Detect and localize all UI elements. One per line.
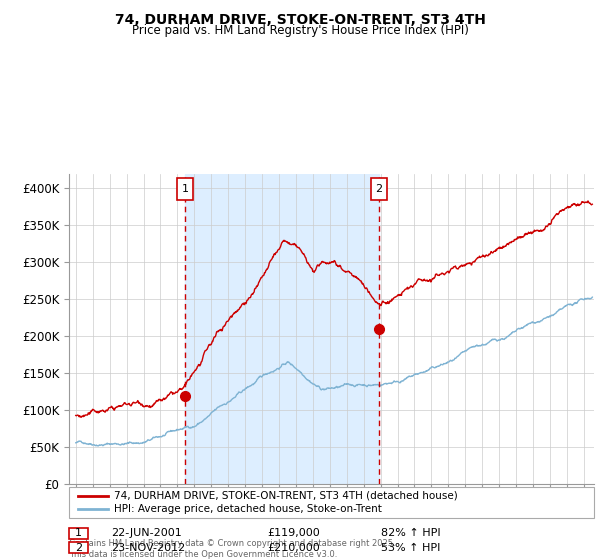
Text: 22-JUN-2001: 22-JUN-2001 bbox=[111, 528, 182, 538]
Text: 2: 2 bbox=[75, 543, 82, 553]
Text: £210,000: £210,000 bbox=[267, 543, 320, 553]
Bar bbox=[185, 174, 379, 484]
Text: Price paid vs. HM Land Registry's House Price Index (HPI): Price paid vs. HM Land Registry's House … bbox=[131, 24, 469, 38]
Text: 2: 2 bbox=[376, 184, 382, 194]
FancyBboxPatch shape bbox=[178, 178, 193, 200]
Text: 1: 1 bbox=[182, 184, 189, 194]
Text: 1: 1 bbox=[75, 528, 82, 538]
Text: 53% ↑ HPI: 53% ↑ HPI bbox=[381, 543, 440, 553]
Text: 74, DURHAM DRIVE, STOKE-ON-TRENT, ST3 4TH: 74, DURHAM DRIVE, STOKE-ON-TRENT, ST3 4T… bbox=[115, 13, 485, 27]
Text: Contains HM Land Registry data © Crown copyright and database right 2025.
This d: Contains HM Land Registry data © Crown c… bbox=[69, 539, 395, 559]
Text: HPI: Average price, detached house, Stoke-on-Trent: HPI: Average price, detached house, Stok… bbox=[114, 505, 382, 515]
Text: 82% ↑ HPI: 82% ↑ HPI bbox=[381, 528, 440, 538]
Text: 74, DURHAM DRIVE, STOKE-ON-TRENT, ST3 4TH (detached house): 74, DURHAM DRIVE, STOKE-ON-TRENT, ST3 4T… bbox=[114, 491, 458, 501]
Text: £119,000: £119,000 bbox=[267, 528, 320, 538]
FancyBboxPatch shape bbox=[371, 178, 387, 200]
Text: 23-NOV-2012: 23-NOV-2012 bbox=[111, 543, 185, 553]
